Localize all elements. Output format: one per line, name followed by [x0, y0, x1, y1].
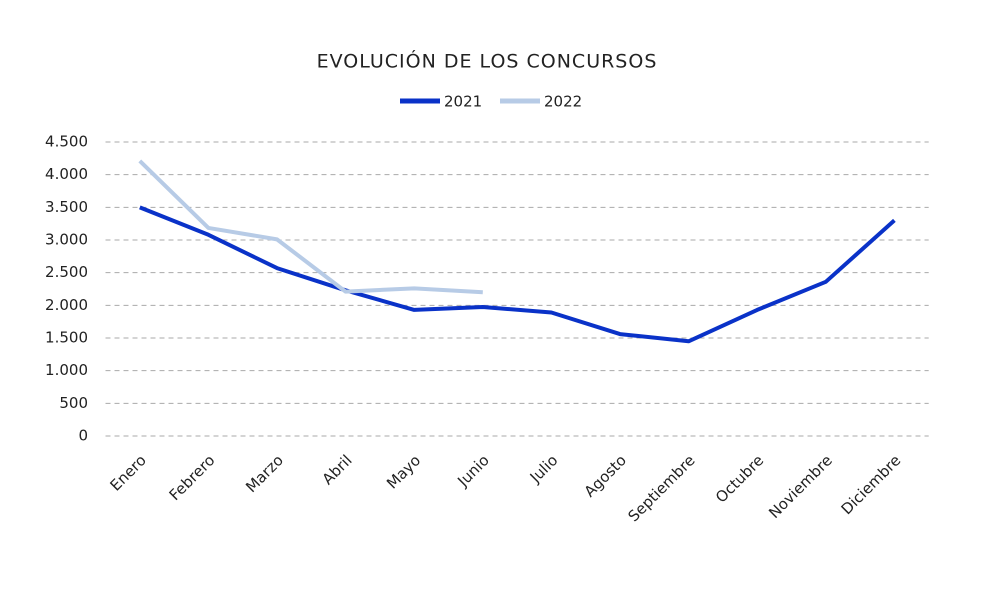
series-line: [138, 159, 483, 295]
y-tick-label: 0: [78, 427, 88, 445]
x-tick-label: Julio: [526, 451, 562, 487]
series-line: [139, 205, 896, 344]
x-tick-label: Noviembre: [765, 451, 836, 522]
legend-label: 2022: [544, 93, 582, 111]
x-tick-label: Marzo: [242, 451, 287, 496]
chart-title: EVOLUCIÓN DE LOS CONCURSOS: [317, 49, 658, 73]
legend-label: 2021: [444, 93, 482, 111]
x-tick-label: Enero: [107, 451, 150, 494]
y-tick-label: 2.000: [45, 296, 88, 314]
y-tick-label: 4.500: [45, 133, 88, 151]
x-tick-label: Diciembre: [838, 451, 905, 518]
y-tick-label: 500: [59, 394, 88, 412]
y-tick-label: 1.000: [45, 361, 88, 379]
y-tick-label: 3.000: [45, 231, 88, 249]
x-tick-label: Febrero: [166, 451, 219, 504]
x-tick-label: Septiembre: [625, 451, 699, 525]
x-tick-label: Abril: [319, 451, 356, 488]
y-tick-label: 3.500: [45, 198, 88, 216]
x-tick-label: Junio: [453, 451, 492, 490]
x-tick-label: Agosto: [581, 451, 630, 500]
y-tick-label: 1.500: [45, 329, 88, 347]
y-tick-label: 4.000: [45, 165, 88, 183]
y-tick-label: 2.500: [45, 263, 88, 281]
x-tick-label: Mayo: [383, 451, 424, 492]
x-tick-label: Octubre: [712, 451, 767, 506]
